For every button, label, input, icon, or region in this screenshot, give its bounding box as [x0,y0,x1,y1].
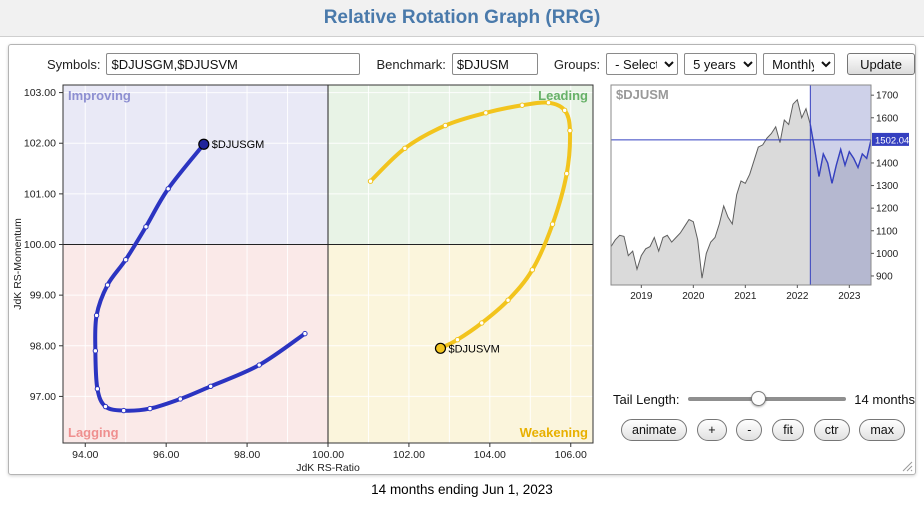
benchmark-label: Benchmark: [376,56,446,72]
quadrant-leading [328,85,593,245]
svg-text:1600: 1600 [876,113,899,124]
svg-text:1502.04: 1502.04 [875,135,909,146]
svg-text:98.00: 98.00 [234,449,260,461]
fit-button[interactable]: fit [772,419,804,441]
marker-$DJUSVM [434,342,447,354]
interval-select[interactable]: Monthly [763,53,836,75]
svg-text:1200: 1200 [876,204,899,215]
symbols-label: Symbols: [47,56,101,72]
benchmark-input[interactable] [451,53,538,75]
update-button[interactable]: Update [847,53,915,75]
animate-button[interactable]: animate [621,419,688,441]
resize-handle[interactable] [900,459,913,472]
svg-text:900: 900 [876,271,893,282]
last-value-label [872,132,909,146]
svg-text:1100: 1100 [876,226,898,237]
rrg-chart[interactable]: Improving Leading Lagging Weakening 94.00 96.… [9,83,609,475]
quadrant-label-leading: Leading [538,88,588,103]
groups-select[interactable]: - Select - [606,53,679,75]
marker-$DJUSGM [198,138,210,150]
svg-text:2021: 2021 [734,291,757,302]
svg-text:106.00: 106.00 [555,449,587,461]
slider-track[interactable] [687,397,847,401]
svg-text:99.00: 99.00 [30,290,56,302]
svg-text:98.00: 98.00 [30,340,56,352]
tail-length-value: 14 months [854,391,915,407]
zoom-out-button[interactable]: - [736,419,763,441]
quadrant-label-weakening: Weakening [520,425,588,440]
svg-text:104.00: 104.00 [474,449,506,461]
center-button[interactable]: ctr [813,419,850,441]
groups-label: Groups: [553,56,601,72]
toolbar: Symbols: Benchmark: Groups: - Select - 5… [9,52,915,76]
chart-buttons: animate + - fit ctr max [621,419,905,441]
symbol-label-$DJUSVM: $DJUSVM [448,343,499,355]
quadrant-label-lagging: Lagging [68,425,119,440]
rrg-x-axis-title: JdK RS-Ratio [296,462,360,474]
svg-text:2020: 2020 [682,291,705,302]
svg-text:1300: 1300 [876,181,899,192]
quadrant-label-improving: Improving [68,88,131,103]
svg-text:102.00: 102.00 [24,138,56,150]
svg-text:102.00: 102.00 [393,449,425,461]
page-title: Relative Rotation Graph (RRG) [323,7,601,28]
svg-text:2019: 2019 [630,291,653,302]
quadrant-weakening [328,244,593,443]
svg-text:2022: 2022 [786,291,809,302]
svg-text:101.00: 101.00 [24,188,56,200]
svg-text:100.00: 100.00 [24,239,56,251]
tail-length-slider[interactable] [687,390,847,408]
svg-text:103.00: 103.00 [24,87,56,99]
symbol-label-$DJUSGM: $DJUSGM [212,139,265,151]
quadrant-improving [63,85,328,245]
tail-highlight-region [810,85,871,285]
svg-text:1000: 1000 [876,249,899,260]
slider-handle[interactable] [751,391,767,406]
tail-length-control: Tail Length: 14 months [613,390,915,408]
footer-caption: 14 months ending Jun 1, 2023 [371,482,553,497]
rrg-panel: Symbols: Benchmark: Groups: - Select - 5… [8,44,916,475]
svg-text:97.00: 97.00 [30,391,56,403]
app-header: Relative Rotation Graph (RRG) [0,0,924,37]
symbols-input[interactable] [106,53,361,75]
benchmark-price-chart: 900 1000 1100 1200 1300 1400 1600 1700 1502.04 20… [610,84,909,302]
tail-length-label: Tail Length: [613,391,680,407]
svg-text:100.00: 100.00 [312,449,344,461]
svg-text:1400: 1400 [876,158,899,169]
svg-text:94.00: 94.00 [72,449,98,461]
max-button[interactable]: max [859,419,905,441]
svg-text:1700: 1700 [876,91,899,102]
price-chart-title: $DJUSM [616,87,669,102]
rrg-y-axis-title: JdK RS-Momentum [12,218,24,310]
period-select[interactable]: 5 years [684,53,758,75]
zoom-in-button[interactable]: + [697,419,727,441]
svg-text:2023: 2023 [838,291,861,302]
svg-text:96.00: 96.00 [153,449,179,461]
